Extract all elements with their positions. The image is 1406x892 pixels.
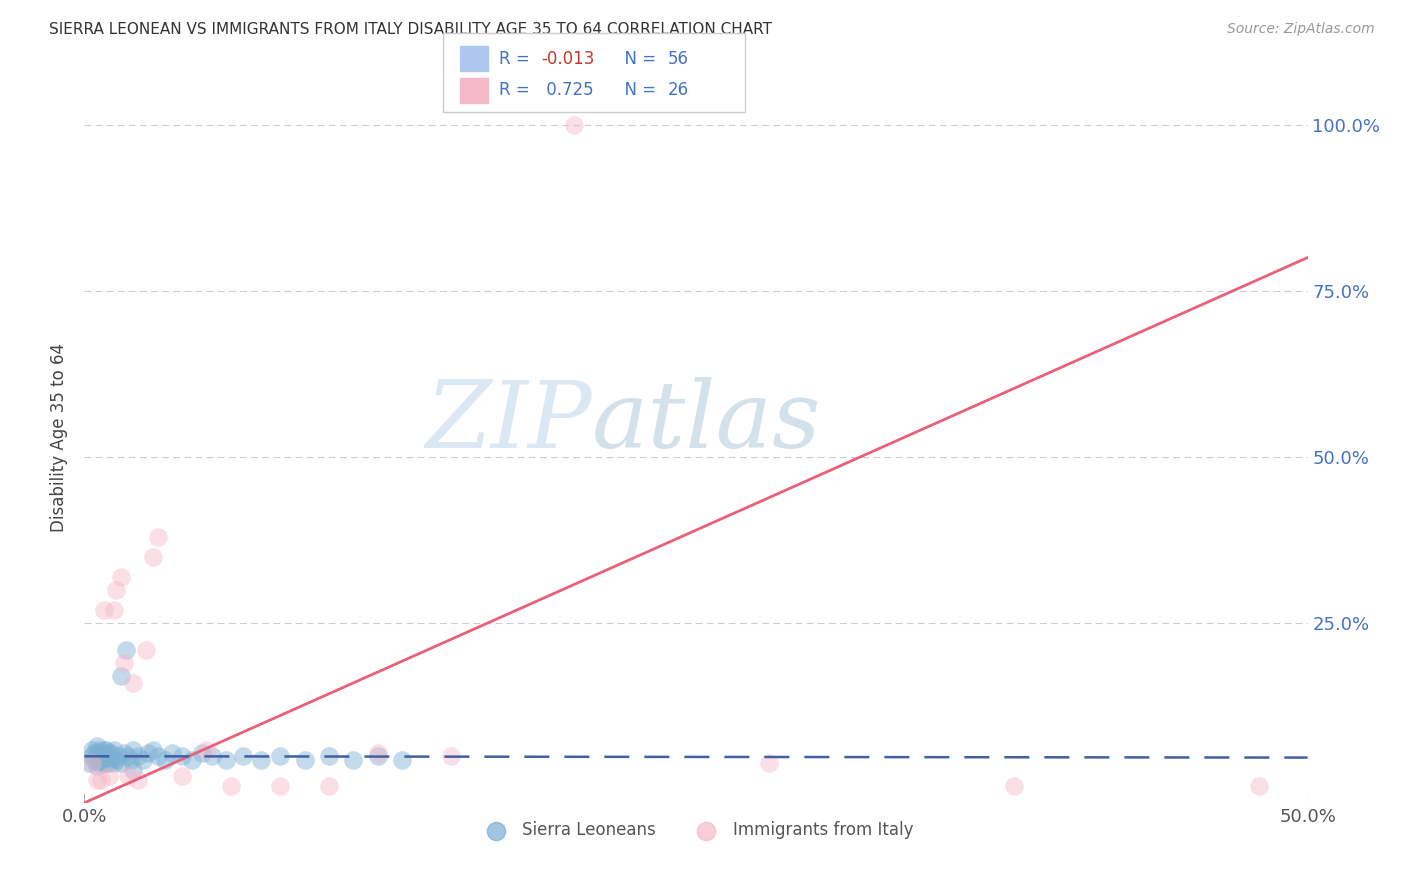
Point: [115, 643, 138, 657]
Point: [172, 769, 194, 783]
Point: [87, 742, 110, 756]
Point: [83, 746, 105, 760]
Point: [117, 749, 139, 764]
Text: 0.725: 0.725: [541, 81, 593, 99]
Point: [758, 756, 780, 770]
Text: ZIP: ZIP: [426, 377, 592, 467]
Point: [110, 756, 132, 770]
Point: [86, 759, 108, 773]
Point: [97, 756, 120, 770]
Point: [97, 746, 120, 760]
Point: [440, 749, 463, 764]
Point: [127, 772, 149, 787]
Point: [105, 753, 128, 767]
Point: [136, 746, 159, 760]
Point: [83, 753, 105, 767]
Point: [103, 603, 125, 617]
Point: [93, 742, 115, 756]
Point: [110, 570, 132, 584]
Point: [122, 676, 145, 690]
Point: [391, 753, 413, 767]
Point: [1002, 779, 1025, 793]
Legend: Sierra Leoneans, Immigrants from Italy: Sierra Leoneans, Immigrants from Italy: [472, 814, 920, 846]
Point: [132, 753, 155, 767]
Point: [77, 756, 100, 770]
Point: [162, 746, 184, 760]
Text: N =: N =: [614, 50, 662, 68]
Point: [153, 753, 176, 767]
Point: [96, 749, 118, 764]
Point: [96, 742, 118, 756]
Point: [93, 756, 115, 770]
Point: [195, 742, 218, 756]
Point: [215, 753, 238, 767]
Point: [191, 746, 214, 760]
Point: [103, 756, 125, 770]
Point: [294, 753, 316, 767]
Point: [112, 746, 135, 760]
Point: [86, 753, 108, 767]
Text: R =: R =: [499, 81, 536, 99]
Point: [122, 763, 145, 777]
Point: [318, 749, 340, 764]
Point: [96, 756, 118, 770]
Text: -0.013: -0.013: [541, 50, 595, 68]
Point: [117, 769, 139, 783]
Point: [562, 118, 585, 132]
Point: [86, 772, 108, 787]
Point: [86, 746, 108, 760]
Point: [105, 582, 128, 597]
Text: N =: N =: [614, 81, 662, 99]
Point: [120, 753, 142, 767]
Point: [146, 530, 169, 544]
Point: [110, 669, 132, 683]
Text: 56: 56: [668, 50, 689, 68]
Point: [146, 749, 169, 764]
Point: [142, 549, 165, 564]
Point: [93, 603, 115, 617]
Point: [249, 753, 271, 767]
Point: [90, 746, 112, 760]
Point: [122, 742, 145, 756]
Text: SIERRA LEONEAN VS IMMIGRANTS FROM ITALY DISABILITY AGE 35 TO 64 CORRELATION CHAR: SIERRA LEONEAN VS IMMIGRANTS FROM ITALY …: [49, 22, 772, 37]
Point: [103, 742, 125, 756]
Point: [219, 779, 242, 793]
Point: [100, 753, 122, 767]
Point: [90, 772, 112, 787]
Point: [100, 746, 122, 760]
Text: R =: R =: [499, 50, 536, 68]
Point: [172, 749, 194, 764]
Text: Source: ZipAtlas.com: Source: ZipAtlas.com: [1227, 22, 1375, 37]
Point: [135, 643, 157, 657]
Y-axis label: Disability Age 35 to 64: Disability Age 35 to 64: [49, 343, 67, 532]
Point: [97, 769, 120, 783]
Point: [80, 749, 103, 764]
Point: [367, 749, 389, 764]
Point: [181, 753, 204, 767]
Point: [80, 742, 103, 756]
Point: [1247, 779, 1270, 793]
Point: [269, 779, 291, 793]
Point: [90, 753, 112, 767]
Point: [87, 749, 110, 764]
Point: [367, 746, 389, 760]
Point: [342, 753, 364, 767]
Point: [86, 739, 108, 754]
Point: [80, 756, 103, 770]
Point: [127, 749, 149, 764]
Point: [142, 742, 165, 756]
Text: atlas: atlas: [592, 377, 821, 467]
Point: [232, 749, 254, 764]
Point: [112, 656, 135, 670]
Point: [93, 749, 115, 764]
Point: [269, 749, 291, 764]
Point: [87, 756, 110, 770]
Point: [107, 749, 129, 764]
Text: 26: 26: [668, 81, 689, 99]
Point: [318, 779, 340, 793]
Point: [200, 749, 222, 764]
